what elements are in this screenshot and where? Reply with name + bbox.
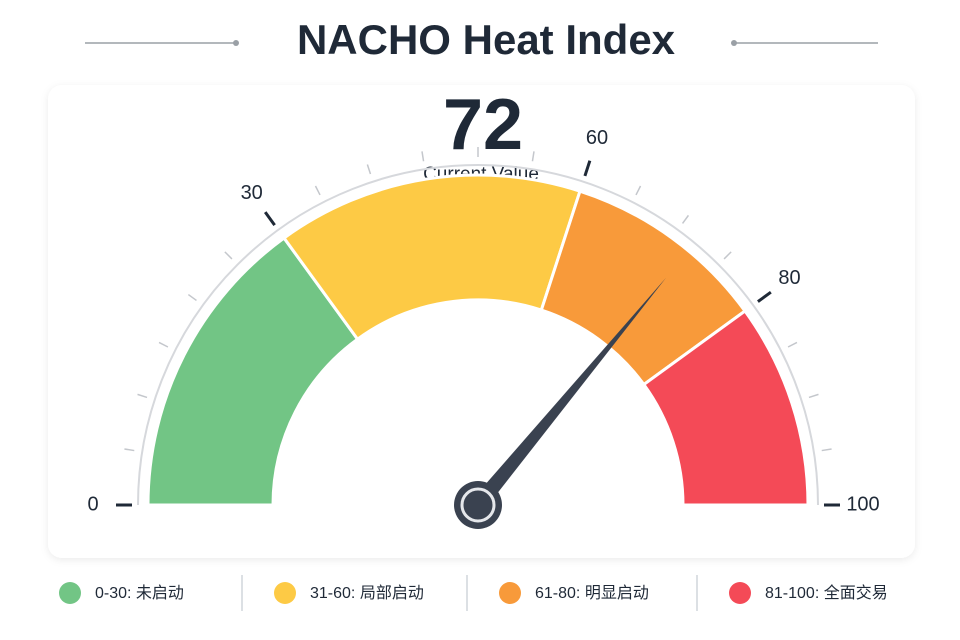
gauge-rim	[137, 164, 819, 506]
legend-swatch	[499, 582, 521, 604]
tick-label: 100	[846, 493, 879, 515]
legend-swatch	[274, 582, 296, 604]
legend-swatch	[59, 582, 81, 604]
needle-hub-ring	[460, 487, 496, 523]
minor-tick	[723, 251, 732, 260]
minor-tick	[635, 185, 642, 196]
minor-tick	[681, 214, 690, 224]
major-tick	[583, 160, 592, 177]
minor-tick	[421, 151, 425, 162]
tick-label: 80	[778, 267, 800, 289]
tick-label: 30	[241, 182, 263, 204]
minor-tick	[787, 341, 798, 348]
tick-label: 60	[586, 127, 608, 149]
title-dot	[233, 40, 239, 46]
tick-label: 0	[87, 493, 98, 515]
major-tick	[264, 211, 276, 226]
gauge-band	[641, 308, 810, 507]
legend-label: 0-30: 未启动	[95, 584, 184, 602]
needle	[471, 277, 667, 511]
minor-tick	[124, 448, 135, 452]
legend-label: 61-80: 明显启动	[535, 584, 649, 602]
minor-tick	[187, 293, 197, 302]
minor-tick	[821, 448, 832, 452]
current-value: 72	[443, 85, 523, 165]
chart-title: NACHO Heat Index	[297, 16, 676, 63]
legend-label: 31-60: 局部启动	[310, 584, 424, 602]
minor-tick	[808, 393, 819, 399]
legend-swatch	[729, 582, 751, 604]
minor-tick	[158, 341, 169, 348]
minor-tick	[314, 185, 321, 196]
minor-tick	[137, 393, 148, 399]
major-tick	[757, 291, 772, 303]
legend-label: 81-100: 全面交易	[765, 584, 888, 602]
title-dot	[731, 40, 737, 46]
minor-tick	[366, 164, 372, 175]
minor-tick	[224, 251, 233, 260]
minor-tick	[531, 151, 535, 162]
